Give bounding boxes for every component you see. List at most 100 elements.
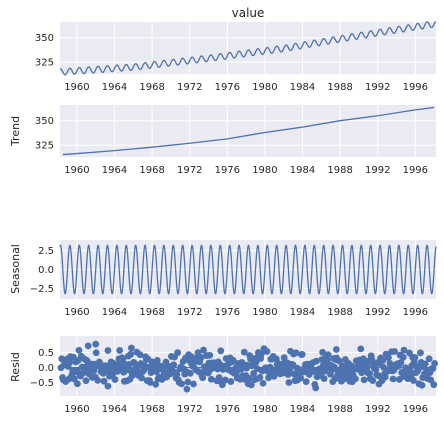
resid-point bbox=[199, 374, 207, 382]
x-tick-label: 1960 bbox=[64, 165, 89, 176]
grid bbox=[60, 22, 436, 74]
x-tick-label: 1984 bbox=[290, 307, 315, 318]
x-tick-label: 1968 bbox=[139, 404, 164, 415]
resid-point bbox=[425, 355, 433, 363]
resid-point bbox=[302, 378, 310, 386]
resid-point bbox=[324, 351, 332, 359]
y-tick-label: 325 bbox=[35, 141, 54, 152]
resid-point bbox=[207, 375, 215, 383]
resid-point bbox=[206, 351, 214, 359]
x-tick-label: 1972 bbox=[177, 165, 202, 176]
x-tick-label: 1972 bbox=[177, 82, 202, 93]
series-line bbox=[59, 20, 437, 76]
resid-point bbox=[418, 381, 426, 389]
panel-seasonal: Seasonal −2.5 0.0 2.5 1960 1964 1968 1972 1976… bbox=[9, 240, 437, 318]
panel-resid: Resid −0.5 0.0 0.5 1960 1964 1968 1972 1976 198… bbox=[9, 336, 438, 415]
x-tick-label: 1992 bbox=[365, 404, 390, 415]
resid-point bbox=[146, 379, 154, 386]
grid bbox=[60, 105, 436, 157]
resid-point bbox=[222, 376, 229, 384]
resid-point bbox=[323, 357, 331, 364]
resid-point bbox=[197, 354, 205, 361]
x-tick-labels: 1960 1964 1968 1972 1976 1980 1984 1988 1992 1996 bbox=[64, 307, 428, 318]
y-tick-label: 325 bbox=[35, 58, 54, 69]
x-tick-label: 1996 bbox=[403, 404, 428, 415]
y-tick-labels: 325 350 bbox=[35, 33, 54, 69]
resid-point bbox=[73, 366, 81, 374]
x-tick-label: 1968 bbox=[139, 82, 164, 93]
resid-point bbox=[417, 349, 424, 357]
resid-point bbox=[116, 347, 124, 354]
resid-point bbox=[247, 381, 255, 389]
x-tick-label: 1968 bbox=[139, 307, 164, 318]
panel-observed: value 325 350 1960 1964 1968 1972 1976 1980 198… bbox=[35, 6, 437, 93]
panel-trend: Trend 325 350 1960 1964 1968 1972 1976 1980 198… bbox=[9, 105, 436, 176]
plot-area bbox=[60, 22, 436, 74]
resid-point bbox=[410, 377, 417, 384]
resid-point bbox=[340, 375, 348, 383]
resid-point bbox=[252, 358, 260, 366]
resid-point bbox=[66, 359, 73, 367]
resid-point bbox=[292, 349, 300, 357]
resid-point bbox=[217, 347, 225, 355]
resid-point bbox=[363, 363, 371, 371]
x-tick-label: 1988 bbox=[327, 82, 352, 93]
resid-point bbox=[174, 349, 182, 356]
x-tick-label: 1968 bbox=[139, 165, 164, 176]
resid-point bbox=[335, 357, 343, 365]
x-tick-label: 1964 bbox=[102, 165, 127, 176]
resid-point bbox=[368, 356, 376, 363]
resid-point bbox=[400, 346, 408, 354]
x-tick-label: 1992 bbox=[365, 82, 390, 93]
y-tick-label: 350 bbox=[35, 116, 54, 127]
x-tick-labels: 1960 1964 1968 1972 1976 1980 1984 1988 1992 1996 bbox=[64, 165, 428, 176]
y-tick-label: 0.0 bbox=[38, 265, 54, 276]
resid-point bbox=[153, 356, 161, 364]
x-tick-label: 1960 bbox=[64, 404, 89, 415]
resid-point bbox=[320, 375, 328, 382]
x-tick-label: 1960 bbox=[64, 82, 89, 93]
resid-point bbox=[389, 375, 397, 383]
resid-point bbox=[421, 360, 429, 368]
x-tick-label: 1964 bbox=[102, 82, 127, 93]
y-tick-label: 350 bbox=[35, 33, 54, 44]
resid-point bbox=[245, 374, 253, 382]
resid-point bbox=[352, 375, 359, 383]
x-tick-label: 1976 bbox=[215, 404, 240, 415]
trend-line bbox=[62, 106, 435, 156]
resid-point bbox=[298, 351, 306, 358]
resid-point bbox=[92, 349, 100, 357]
y-tick-label: 0.5 bbox=[38, 348, 54, 359]
resid-point bbox=[170, 361, 178, 369]
y-tick-labels: 325 350 bbox=[35, 116, 54, 152]
resid-point bbox=[430, 381, 438, 389]
panel-title: value bbox=[232, 6, 265, 20]
x-tick-label: 1964 bbox=[102, 307, 127, 318]
resid-point bbox=[372, 366, 380, 373]
resid-point bbox=[379, 357, 387, 364]
x-tick-label: 1984 bbox=[290, 165, 315, 176]
resid-point bbox=[259, 379, 267, 387]
resid-point bbox=[312, 357, 320, 365]
resid-point bbox=[84, 342, 92, 350]
resid-point bbox=[119, 355, 127, 363]
y-axis-label: Seasonal bbox=[9, 244, 22, 294]
resid-point bbox=[184, 378, 192, 386]
resid-point bbox=[397, 359, 405, 366]
resid-point bbox=[360, 376, 368, 384]
resid-point bbox=[173, 370, 181, 378]
resid-point bbox=[104, 347, 112, 354]
plot-area bbox=[60, 105, 436, 157]
resid-point bbox=[127, 350, 135, 358]
resid-point bbox=[265, 374, 272, 382]
seasonal-line bbox=[59, 244, 437, 295]
x-tick-label: 1976 bbox=[215, 82, 240, 93]
resid-point bbox=[391, 348, 399, 355]
x-tick-label: 1980 bbox=[252, 404, 277, 415]
y-tick-label: −2.5 bbox=[30, 284, 54, 295]
resid-point bbox=[260, 345, 268, 352]
resid-point bbox=[82, 377, 90, 385]
resid-point bbox=[92, 340, 100, 348]
x-tick-label: 1980 bbox=[252, 165, 277, 176]
